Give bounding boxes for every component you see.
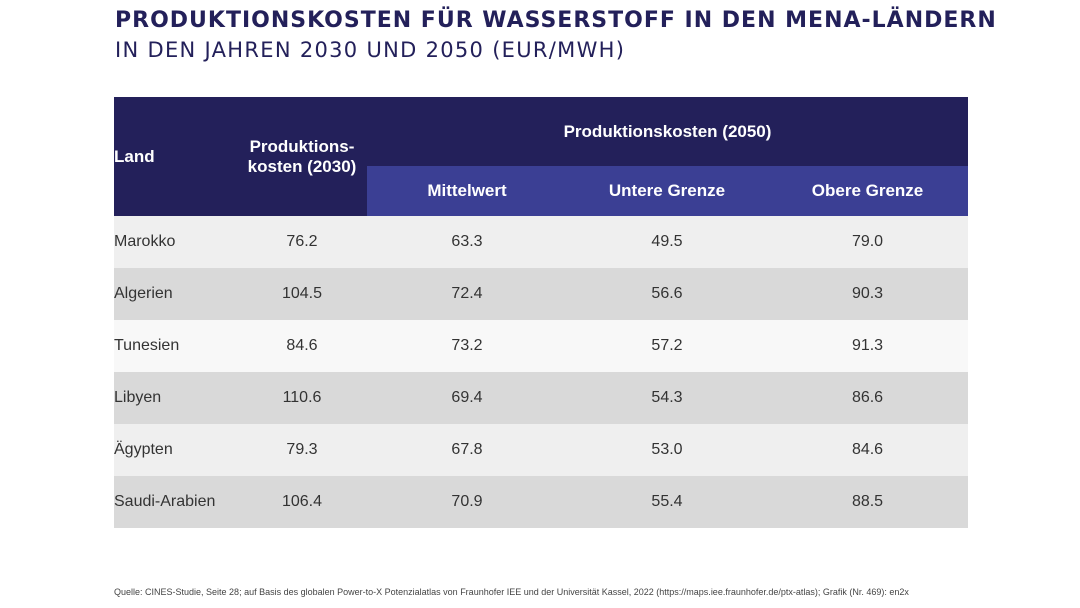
header-land: Land: [114, 97, 237, 216]
cell-land: Algerien: [114, 268, 237, 320]
cell-cost-2030: 84.6: [237, 320, 367, 372]
header-untere-grenze: Untere Grenze: [567, 166, 767, 216]
cell-cost-2030: 110.6: [237, 372, 367, 424]
cell-mittelwert: 72.4: [367, 268, 567, 320]
header-cost-2030: Produktions- kosten (2030): [237, 97, 367, 216]
cell-land: Tunesien: [114, 320, 237, 372]
header-cost-2050: Produktionskosten (2050): [367, 97, 969, 166]
table-row: Libyen 110.6 69.4 54.3 86.6: [114, 372, 969, 424]
cell-mittelwert: 70.9: [367, 476, 567, 528]
header-obere-grenze: Obere Grenze: [767, 166, 969, 216]
cell-mittelwert: 69.4: [367, 372, 567, 424]
cost-table: Land Produktions- kosten (2030) Produkti…: [114, 97, 969, 528]
cell-cost-2030: 79.3: [237, 424, 367, 476]
cell-land: Libyen: [114, 372, 237, 424]
table-body: Marokko 76.2 63.3 49.5 79.0 Algerien 104.5 72.4…: [114, 216, 969, 528]
cell-cost-2030: 104.5: [237, 268, 367, 320]
chart-subtitle: IN DEN JAHREN 2030 UND 2050 (EUR/MWH): [115, 38, 626, 62]
chart-title: PRODUKTIONSKOSTEN FÜR WASSERSTOFF IN DEN…: [115, 8, 997, 33]
cell-land: Marokko: [114, 216, 237, 268]
cell-untere-grenze: 49.5: [567, 216, 767, 268]
header-cost-2030-line2: kosten (2030): [247, 156, 357, 176]
cell-untere-grenze: 53.0: [567, 424, 767, 476]
table-row: Saudi-Arabien 106.4 70.9 55.4 88.5: [114, 476, 969, 528]
cell-untere-grenze: 57.2: [567, 320, 767, 372]
source-note: Quelle: CINES-Studie, Seite 28; auf Basi…: [114, 587, 909, 597]
cell-untere-grenze: 54.3: [567, 372, 767, 424]
cell-mittelwert: 67.8: [367, 424, 567, 476]
header-cost-2030-line1: Produktions-: [249, 136, 355, 156]
cell-obere-grenze: 84.6: [767, 424, 969, 476]
table-row: Tunesien 84.6 73.2 57.2 91.3: [114, 320, 969, 372]
table-row: Ägypten 79.3 67.8 53.0 84.6: [114, 424, 969, 476]
cell-obere-grenze: 90.3: [767, 268, 969, 320]
cell-obere-grenze: 91.3: [767, 320, 969, 372]
cell-land: Ägypten: [114, 424, 237, 476]
header-mittelwert: Mittelwert: [367, 166, 567, 216]
cell-untere-grenze: 55.4: [567, 476, 767, 528]
cell-cost-2030: 76.2: [237, 216, 367, 268]
cell-obere-grenze: 86.6: [767, 372, 969, 424]
table-row: Algerien 104.5 72.4 56.6 90.3: [114, 268, 969, 320]
cell-mittelwert: 73.2: [367, 320, 567, 372]
cell-cost-2030: 106.4: [237, 476, 367, 528]
cell-obere-grenze: 79.0: [767, 216, 969, 268]
cell-untere-grenze: 56.6: [567, 268, 767, 320]
cell-obere-grenze: 88.5: [767, 476, 969, 528]
table-row: Marokko 76.2 63.3 49.5 79.0: [114, 216, 969, 268]
cell-land: Saudi-Arabien: [114, 476, 237, 528]
cell-mittelwert: 63.3: [367, 216, 567, 268]
